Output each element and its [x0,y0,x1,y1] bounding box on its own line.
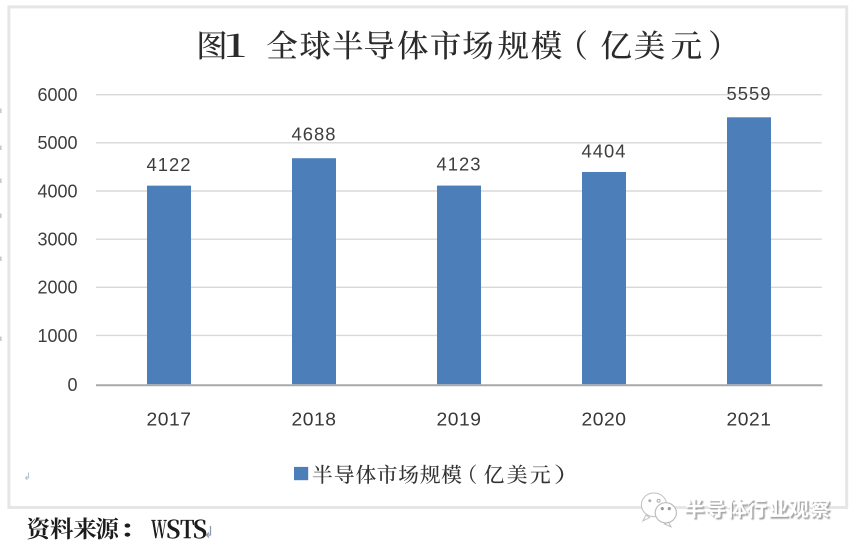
svg-text:3000: 3000 [37,229,77,249]
svg-text:6000: 6000 [37,85,77,105]
svg-text:2020: 2020 [582,410,627,430]
svg-text:4122: 4122 [147,155,192,175]
svg-text:5559: 5559 [727,84,772,104]
svg-text:2019: 2019 [437,410,482,430]
svg-text:0: 0 [67,375,77,395]
svg-text:2021: 2021 [727,410,772,430]
svg-text:1000: 1000 [37,326,77,346]
svg-text:4123: 4123 [437,155,482,175]
svg-text:4404: 4404 [582,141,627,161]
svg-text:2018: 2018 [292,410,337,430]
svg-text:2017: 2017 [147,410,192,430]
svg-text:5000: 5000 [37,133,77,153]
svg-text:4688: 4688 [292,124,337,144]
svg-text:2000: 2000 [37,278,77,298]
svg-text:4000: 4000 [37,181,77,201]
